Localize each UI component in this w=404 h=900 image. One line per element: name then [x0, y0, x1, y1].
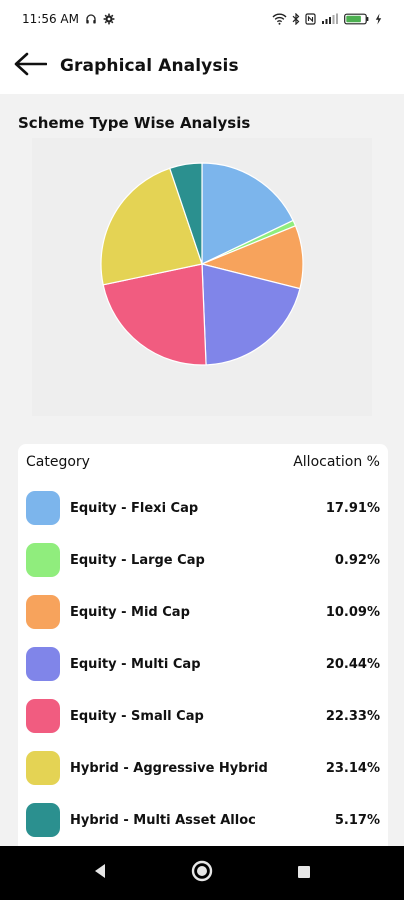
headphones-icon — [85, 13, 97, 25]
wifi-icon — [272, 13, 287, 25]
system-nav-bar — [0, 846, 404, 900]
row-category: Hybrid - Multi Asset Alloc — [70, 812, 256, 828]
nav-back-button[interactable] — [80, 853, 120, 893]
nfc-icon — [305, 13, 316, 25]
recents-square-icon — [297, 864, 311, 883]
section-title: Scheme Type Wise Analysis — [18, 114, 251, 132]
row-category: Equity - Small Cap — [70, 708, 204, 724]
pie-slice[interactable] — [102, 263, 207, 366]
color-swatch — [26, 595, 60, 629]
page-title: Graphical Analysis — [60, 56, 239, 76]
pie-slice[interactable] — [201, 263, 301, 366]
status-left: 11:56 AM — [22, 12, 115, 26]
bluetooth-icon — [292, 13, 300, 25]
row-allocation: 5.17% — [334, 812, 380, 828]
table-header: Category Allocation % — [26, 454, 380, 474]
charging-icon — [375, 13, 382, 25]
status-bar: 11:56 AM — [0, 0, 404, 38]
arrow-left-icon — [13, 52, 48, 80]
header-category: Category — [26, 454, 90, 470]
header-allocation: Allocation % — [293, 454, 380, 470]
color-swatch — [26, 647, 60, 681]
color-swatch — [26, 491, 60, 525]
table-row[interactable]: Equity - Flexi Cap 17.91% — [26, 489, 380, 527]
color-swatch — [26, 699, 60, 733]
app-bar: Graphical Analysis — [0, 38, 404, 94]
back-triangle-icon — [93, 863, 107, 883]
row-category: Hybrid - Aggressive Hybrid — [70, 760, 268, 776]
row-allocation: 17.91% — [325, 500, 380, 516]
pie-chart — [32, 138, 372, 416]
row-category: Equity - Flexi Cap — [70, 500, 199, 516]
color-swatch — [26, 803, 60, 837]
color-swatch — [26, 751, 60, 785]
battery-icon — [344, 13, 370, 25]
back-button[interactable] — [2, 38, 58, 94]
pie-chart-svg — [100, 162, 304, 366]
row-allocation: 0.92% — [334, 552, 380, 568]
color-swatch — [26, 543, 60, 577]
pie-slice[interactable] — [169, 162, 203, 265]
home-circle-icon — [191, 860, 213, 886]
signal-icon — [321, 13, 339, 25]
settings-icon — [103, 13, 115, 25]
row-category: Equity - Mid Cap — [70, 604, 190, 620]
table-row[interactable]: Equity - Multi Cap 20.44% — [26, 645, 380, 683]
nav-home-button[interactable] — [182, 853, 222, 893]
pie-slice[interactable] — [100, 167, 203, 286]
table-row[interactable]: Equity - Mid Cap 10.09% — [26, 593, 380, 631]
pie-slice[interactable] — [201, 162, 294, 265]
allocation-table: Category Allocation % Equity - Flexi Cap… — [18, 444, 388, 846]
row-allocation: 10.09% — [325, 604, 380, 620]
nav-recents-button[interactable] — [284, 853, 324, 893]
row-category: Equity - Multi Cap — [70, 656, 201, 672]
table-row[interactable]: Equity - Large Cap 0.92% — [26, 541, 380, 579]
row-allocation: 23.14% — [325, 760, 380, 776]
status-right — [272, 13, 382, 25]
table-row[interactable]: Equity - Small Cap 22.33% — [26, 697, 380, 735]
status-time: 11:56 AM — [22, 12, 79, 26]
table-row[interactable]: Hybrid - Multi Asset Alloc 5.17% — [26, 801, 380, 839]
table-row[interactable]: Hybrid - Aggressive Hybrid 23.14% — [26, 749, 380, 787]
row-allocation: 20.44% — [325, 656, 380, 672]
content: Scheme Type Wise Analysis Category Alloc… — [0, 94, 404, 846]
row-allocation: 22.33% — [325, 708, 380, 724]
row-category: Equity - Large Cap — [70, 552, 205, 568]
